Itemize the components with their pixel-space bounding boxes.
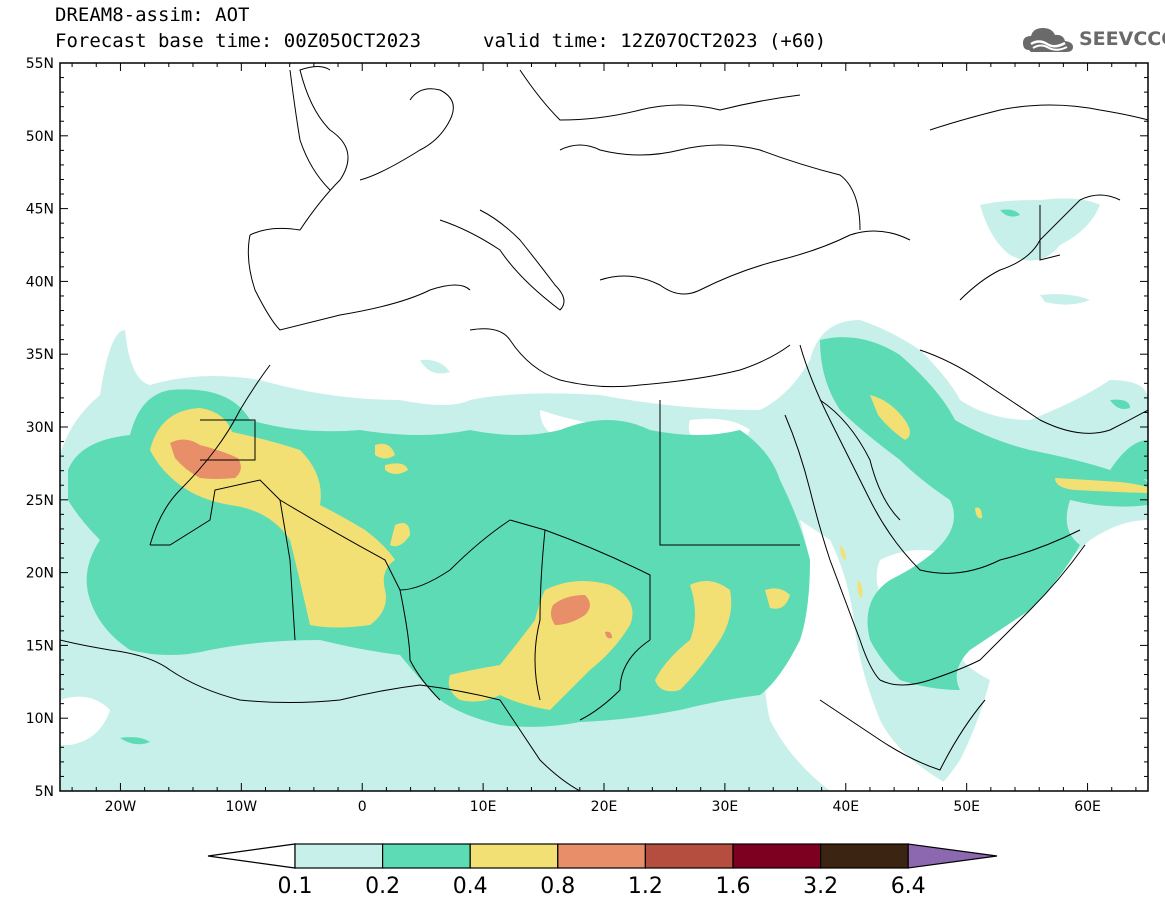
colorbar-swatch: [819, 843, 909, 869]
aot-contours: [60, 198, 1148, 791]
seevccc-logo: SEEVCCC: [1021, 22, 1165, 58]
lat-label: 5N: [35, 784, 54, 800]
lat-label: 40N: [26, 274, 54, 290]
colorbar-label: 6.4: [891, 874, 926, 899]
lat-label: 20N: [26, 566, 54, 582]
lon-label: 20E: [591, 799, 618, 815]
lon-label: 50E: [953, 799, 980, 815]
colorbar-label: 0.1: [278, 874, 313, 899]
lon-label: 20W: [105, 799, 137, 815]
colorbar-label: 0.2: [365, 874, 400, 899]
lat-label: 15N: [26, 638, 54, 654]
lon-label: 0: [358, 799, 367, 815]
map-title: DREAM8-assim: AOT: [55, 4, 250, 26]
colorbar-swatch: [644, 843, 734, 869]
lat-label: 10N: [26, 711, 54, 727]
latitude-axis: 55N 50N 45N 40N 35N 30N 25N 20N 15N 10N 5N: [26, 56, 1148, 800]
colorbar-label: 0.4: [453, 874, 488, 899]
cloud-logo-icon: [1023, 28, 1073, 52]
colorbar-label: 0.8: [540, 874, 575, 899]
coast-western-europe: [249, 66, 349, 236]
aot-level-0.8: [170, 439, 612, 639]
colorbar-swatch: [469, 843, 559, 869]
lon-label: 60E: [1074, 799, 1101, 815]
valid-time: valid time: 12Z07OCT2023 (+60): [483, 30, 827, 52]
lat-label: 55N: [26, 56, 54, 72]
colorbar-over-triangle: [907, 843, 998, 869]
colorbar: 0.1 0.2 0.4 0.8 1.2 1.6 3.2 6.4: [207, 843, 998, 899]
colorbar-swatch: [732, 843, 822, 869]
lat-label: 45N: [26, 202, 54, 218]
lat-label: 30N: [26, 420, 54, 436]
colorbar-under-triangle: [207, 843, 296, 869]
colorbar-label: 1.2: [628, 874, 663, 899]
lon-label: 30E: [712, 799, 739, 815]
lon-label: 40E: [832, 799, 859, 815]
colorbar-swatch: [557, 843, 646, 869]
colorbar-label: 1.6: [716, 874, 751, 899]
lon-label: 10E: [470, 799, 497, 815]
colorbar-swatch: [294, 843, 384, 869]
longitude-axis: 20W 10W 0 10E 20E 30E 40E 50E 60E: [71, 63, 1137, 815]
lat-label: 50N: [26, 129, 54, 145]
forecast-base-time: Forecast base time: 00Z05OCT2023: [55, 30, 422, 52]
logo-text: SEEVCCC: [1079, 28, 1165, 50]
colorbar-label: 3.2: [803, 874, 838, 899]
lat-label: 25N: [26, 493, 54, 509]
borders: [60, 66, 1148, 791]
lat-label: 35N: [26, 347, 54, 363]
colorbar-swatch: [382, 843, 471, 869]
lon-label: 10W: [225, 799, 257, 815]
